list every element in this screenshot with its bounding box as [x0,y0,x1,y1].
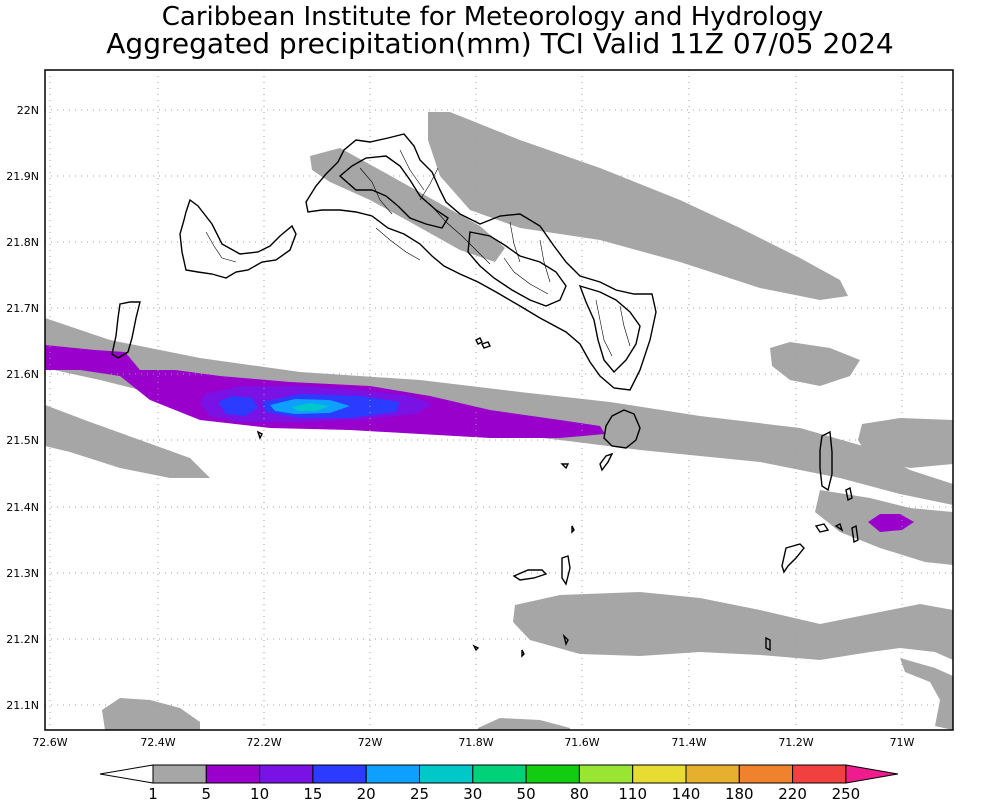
longitude-labels: 72.6W 72.4W 72.2W 72W 71.8W 71.6W 71.4W 71.2W 71… [32,736,914,749]
colorbar-segment [259,764,314,784]
island-cay-10 [765,636,771,652]
island-cay-16 [834,523,844,532]
island-south-caicos [603,409,641,449]
colorbar-label: 10 [250,785,269,800]
lon-tick-label: 72.6W [32,736,67,749]
plot-frame [44,69,954,731]
product-title: Aggregated precipitation(mm) TCI Valid 1… [106,27,894,60]
colorbar: 1 5 10 15 20 25 30 50 80 110 140 180 220 250 [99,764,898,800]
colorbar-label: 80 [570,785,589,800]
island-cay-5 [814,523,830,533]
lat-tick-label: 21.4N [6,501,39,514]
island-cay-8 [481,341,491,349]
colorbar-segment [632,764,687,784]
colorbar-segment [472,764,527,784]
island-cay-13 [521,649,525,658]
lat-tick-label: 21.1N [6,699,39,712]
colorbar-segment [792,764,847,784]
colorbar-label: 110 [618,785,647,800]
lon-tick-label: 71.2W [778,736,813,749]
colorbar-label: 15 [303,785,322,800]
lon-tick-label: 72.4W [140,736,175,749]
lat-tick-label: 21.6N [6,368,39,381]
colorbar-over-arrow [845,764,898,784]
lon-tick-label: 72W [358,736,383,749]
lat-tick-label: 21.9N [6,170,39,183]
precip-band-north [428,112,848,300]
precip-15-20-west [218,396,258,416]
precip-25-30mm-area [292,403,330,411]
precip-core-east [868,514,914,532]
island-cay-6 [851,524,859,544]
colorbar-under-arrow [99,764,154,784]
precip-band-south-center [513,592,953,660]
precip-band-caicos [310,148,505,262]
colorbar-label: 250 [832,785,861,800]
island-salt-cay [781,543,805,574]
island-east-caicos-inner [578,284,641,374]
precip-band-south-small [478,718,570,730]
colorbar-label: 30 [463,785,482,800]
island-cay-2 [561,555,571,586]
district-boundaries [205,149,631,357]
lon-tick-label: 71.4W [671,736,706,749]
precip-band-south-east [900,658,953,730]
institute-title: Caribbean Institute for Meteorology and … [161,2,824,32]
island-west-caicos [179,198,297,279]
island-cay-3 [599,452,614,472]
latitude-labels: 22N 21.9N 21.8N 21.7N 21.6N 21.5N 21.4N 21.3N 21… [6,104,39,712]
colorbar-segment [685,764,740,784]
lat-tick-label: 21.2N [6,633,39,646]
colorbar-segment [365,764,421,784]
island-providenciales-inner [338,155,449,229]
island-outlines [111,133,859,658]
colorbar-segment [525,764,580,784]
island-cay-7 [475,337,483,345]
island-cay-11 [562,633,569,647]
lat-tick-label: 21.5N [6,434,39,447]
precip-band-southwest [45,405,210,478]
graticule [45,70,953,730]
colorbar-segment [738,764,794,784]
lat-tick-label: 22N [17,104,39,117]
lon-tick-label: 71.6W [564,736,599,749]
lat-tick-label: 21.8N [6,236,39,249]
lon-tick-label: 71.8W [458,736,493,749]
lat-tick-label: 21.7N [6,302,39,315]
lon-tick-label: 71W [890,736,915,749]
island-cay-9 [571,525,575,534]
colorbar-label: 50 [517,785,536,800]
colorbar-label: 220 [778,785,807,800]
island-cay-4 [845,486,853,502]
colorbar-label: 180 [725,785,754,800]
island-west-cay [111,301,141,359]
colorbar-label: 1 [148,785,158,800]
colorbar-label: 25 [410,785,429,800]
colorbar-segment [152,764,207,784]
colorbar-segment [419,764,474,784]
precip-band-south-west [102,698,200,730]
island-cay-14 [256,430,263,440]
colorbar-label: 140 [672,785,701,800]
island-grand-turk [819,430,833,492]
island-middle-caicos-inner [467,231,567,307]
island-cay-15 [560,463,570,470]
island-cay-12 [472,644,480,652]
lat-tick-label: 21.3N [6,567,39,580]
colorbar-label: 5 [202,785,212,800]
precip-band-east-1 [770,342,860,386]
colorbar-segment [205,764,261,784]
lon-tick-label: 72.2W [246,736,281,749]
island-north-caicos [305,133,657,391]
colorbar-segment [578,764,634,784]
precip-band-east-2 [858,418,953,468]
colorbar-segment [312,764,367,784]
island-cay-1 [512,569,548,581]
colorbar-label: 20 [357,785,376,800]
